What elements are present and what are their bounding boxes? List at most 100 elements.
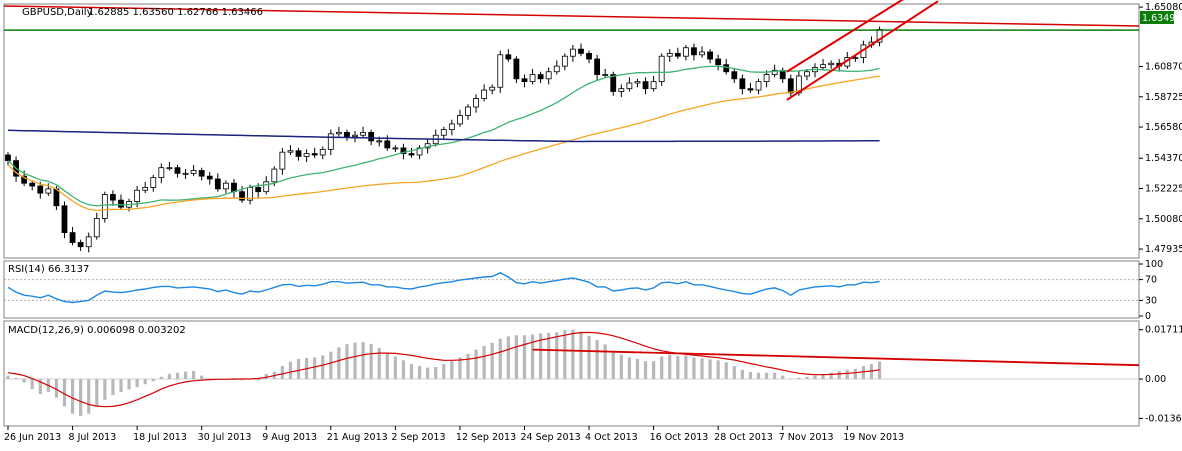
macd-histogram-bar: [773, 372, 777, 380]
candle-body: [327, 133, 334, 150]
ema-fast-line: [7, 65, 880, 207]
price-axis-label: 1.58725: [1145, 92, 1182, 103]
macd-histogram-bar: [635, 358, 640, 380]
candle-body: [61, 205, 68, 234]
macd-axis-label: 0.00: [1145, 374, 1166, 385]
date-axis-label: 30 Jul 2013: [198, 432, 252, 443]
macd-histogram-bar: [79, 379, 83, 416]
candle-body: [174, 167, 181, 174]
candle-body: [69, 232, 76, 243]
candle-body: [489, 86, 496, 91]
macd-histogram-bar: [30, 379, 34, 390]
macd-histogram-bar: [676, 355, 680, 380]
candle-body: [473, 98, 479, 108]
candle-body: [93, 218, 100, 238]
candle-body: [723, 64, 730, 73]
macd-histogram-bar: [587, 335, 591, 380]
price-axis-label: 1.65080: [1145, 2, 1182, 13]
channel-upper-line: [786, 0, 904, 73]
candle-body: [497, 54, 504, 88]
candle-body: [335, 132, 342, 135]
macd-trendline: [532, 348, 1140, 367]
candle-body: [344, 132, 350, 138]
macd-histogram-bar: [781, 375, 785, 380]
candle-body: [618, 88, 625, 92]
macd-histogram-bar: [264, 373, 268, 380]
candle-body: [545, 71, 552, 80]
macd-histogram-bar: [95, 379, 99, 407]
macd-histogram-bar: [103, 379, 107, 400]
macd-histogram-bar: [22, 379, 26, 383]
macd-axis-label: 0.017112: [1145, 325, 1182, 336]
date-axis-label: 4 Oct 2013: [585, 432, 638, 443]
candle-body: [634, 81, 641, 84]
candle-body: [465, 106, 471, 116]
candle-body: [392, 147, 399, 150]
candle-body: [368, 132, 375, 142]
macd-histogram-bar: [450, 361, 454, 380]
date-axis-label: 18 Jul 2013: [133, 432, 187, 443]
candle-body: [642, 81, 649, 90]
date-axis-label: 19 Nov 2013: [843, 432, 904, 443]
macd-histogram-bar: [200, 375, 204, 380]
rsi-title: RSI(14) 66.3137: [8, 264, 89, 275]
candle-body: [707, 51, 713, 60]
main-chart-title: GBPUSD,Daily: [22, 7, 93, 18]
macd-histogram-bar: [87, 379, 91, 414]
date-axis-label: 12 Sep 2013: [456, 432, 516, 443]
macd-histogram-bar: [313, 357, 317, 380]
macd-histogram-bar: [393, 356, 397, 380]
candle-body: [182, 172, 189, 175]
macd-histogram-bar: [135, 379, 139, 388]
macd-histogram-bar: [603, 344, 607, 380]
macd-histogram-bar: [595, 340, 599, 380]
candle-body: [400, 147, 407, 154]
price-axis-label: 1.56580: [1145, 122, 1182, 133]
candle-body: [303, 153, 310, 157]
macd-histogram-bar: [409, 364, 414, 380]
candle-body: [77, 242, 84, 248]
macd-histogram-bar: [208, 378, 212, 380]
candle-body: [820, 64, 826, 68]
candle-body: [295, 150, 302, 157]
macd-histogram-bar: [829, 372, 833, 380]
price-axis-label: 1.47935: [1145, 244, 1182, 255]
macd-histogram-bar: [167, 373, 171, 380]
candle-body: [319, 148, 326, 156]
candle-body: [37, 185, 44, 194]
macd-histogram-bar: [175, 372, 180, 380]
macd-histogram-bar: [547, 332, 551, 380]
macd-histogram-bar: [530, 334, 535, 380]
date-axis-label: 2 Sep 2013: [391, 432, 445, 443]
candle-body: [529, 74, 536, 83]
macd-histogram-bar: [490, 342, 494, 380]
candle-body: [586, 52, 592, 60]
candle-body: [142, 187, 149, 191]
current-price-label: 1.63495: [1142, 13, 1181, 24]
macd-histogram-bar: [6, 375, 10, 380]
macd-histogram-bar: [506, 336, 510, 380]
candle-body: [505, 54, 512, 60]
macd-histogram-bar: [579, 331, 583, 380]
macd-histogram-bar: [619, 354, 623, 380]
macd-histogram-bar: [514, 335, 519, 380]
macd-histogram-bar: [748, 371, 753, 380]
candle-body: [731, 71, 738, 80]
candle-body: [852, 57, 859, 60]
candle-body: [85, 236, 92, 248]
macd-histogram-bar: [652, 361, 656, 380]
date-axis-label: 26 Jun 2013: [4, 432, 61, 443]
macd-histogram-bar: [353, 342, 357, 380]
candle-body: [352, 134, 358, 138]
macd-histogram-bar: [805, 376, 809, 380]
date-axis-label: 9 Aug 2013: [262, 432, 317, 443]
candle-body: [561, 55, 568, 67]
candle-body: [666, 52, 673, 57]
macd-histogram-bar: [119, 379, 123, 393]
candle-body: [594, 58, 601, 75]
macd-histogram-bar: [288, 361, 293, 380]
macd-histogram-bar: [192, 370, 196, 380]
macd-histogram-bar: [724, 362, 728, 380]
candle-body: [610, 74, 617, 92]
ohlc-readout: 1.62885 1.63560 1.62766 1.63466: [88, 7, 263, 18]
